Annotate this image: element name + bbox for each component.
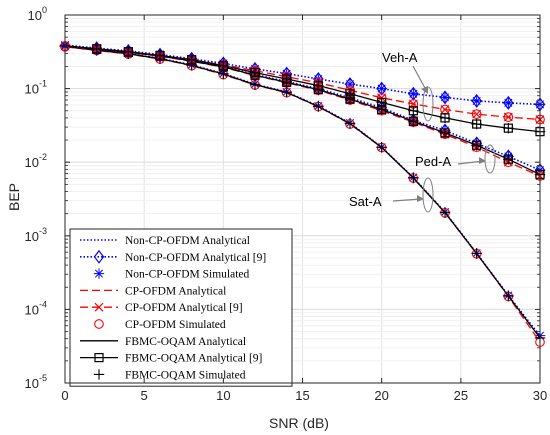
veh-a-fbmc-simulated-marker bbox=[376, 97, 387, 108]
sat-a-fbmc-simulated-marker bbox=[313, 101, 324, 112]
veh-a-arrowhead bbox=[421, 86, 428, 94]
series-layer bbox=[59, 39, 546, 347]
legend-marker-sample bbox=[93, 249, 105, 264]
legend-label: FBMC-OQAM Analytical [9] bbox=[125, 353, 262, 365]
y-tick-label: 10-5 bbox=[25, 373, 47, 391]
veh-a-non_cp-simulated-marker bbox=[376, 83, 387, 94]
sat-a-label: Sat-A bbox=[349, 194, 382, 209]
legend-marker-sample bbox=[93, 369, 105, 380]
legend-label: Non-CP-OFDM Simulated bbox=[125, 269, 250, 281]
veh-a-cp-simulated-marker bbox=[471, 109, 482, 119]
x-tick-label: 10 bbox=[216, 388, 230, 403]
veh-a-fbmc-simulated-marker bbox=[91, 43, 102, 55]
sat-a-fbmc-line bbox=[64, 45, 541, 339]
veh-a-fbmc-simulated-marker bbox=[344, 88, 356, 99]
x-tick-label: 30 bbox=[533, 388, 547, 403]
y-tick-label: 10-2 bbox=[25, 152, 47, 170]
legend-marker-sample bbox=[94, 353, 104, 363]
annotation-layer: Veh-A Ped-A Sat-A bbox=[349, 50, 496, 213]
veh-a-fbmc-simulated-marker bbox=[281, 73, 292, 85]
veh-a-non_cp-simulated-marker bbox=[471, 95, 482, 107]
veh-a-fbmc-simulated-marker bbox=[218, 60, 229, 71]
x-tick-label: 0 bbox=[61, 388, 68, 403]
x-tick-label: 15 bbox=[295, 388, 309, 403]
axis-layer: 0 5 10 15 20 25 30 10-5 10-4 10-3 10-2 10-1 100 bbox=[25, 5, 548, 403]
ped-a-fbmc-simulated-marker bbox=[408, 116, 419, 127]
veh-a-non_cp-analytical-marker bbox=[439, 90, 451, 105]
legend-marker-sample bbox=[94, 319, 104, 329]
y-tick-label: 10-1 bbox=[25, 79, 47, 97]
y-tick-label: 10-3 bbox=[25, 226, 47, 244]
sat-a-group-ellipse bbox=[422, 177, 434, 213]
veh-a-fbmc-simulated-marker bbox=[186, 54, 197, 65]
veh-a-non_cp-line bbox=[64, 44, 541, 106]
veh-a-fbmc-simulated-marker bbox=[503, 122, 514, 134]
legend-label: FBMC-OQAM Analytical bbox=[125, 336, 246, 348]
sat-a-fbmc-simulated-marker bbox=[344, 118, 356, 129]
legend-marker-sample bbox=[94, 302, 104, 312]
veh-a-arrow bbox=[412, 65, 427, 91]
y-axis-label: BEP bbox=[6, 183, 22, 211]
veh-a-non_cp-analytical-marker bbox=[503, 95, 514, 110]
x-tick-label: 25 bbox=[454, 388, 468, 403]
ped-a-fbmc-simulated-marker bbox=[439, 127, 451, 139]
sat-a-fbmc-simulated-marker bbox=[408, 172, 419, 184]
legend-label: FBMC-OQAM Simulated bbox=[125, 369, 246, 381]
veh-a-fbmc-simulated-marker bbox=[408, 105, 419, 116]
x-axis-label: SNR (dB) bbox=[269, 415, 329, 431]
veh-a-fbmc-simulated-marker bbox=[471, 118, 482, 130]
veh-a-cp-simulated-marker bbox=[503, 112, 514, 122]
veh-a-non_cp-simulated-marker bbox=[503, 97, 514, 109]
veh-a-cp-analytical-marker bbox=[440, 105, 450, 114]
legend-label: CP-OFDM Analytical [9] bbox=[125, 302, 243, 314]
ped-a-group-ellipse bbox=[484, 144, 496, 174]
legend: Non-CP-OFDM Analytical Non-CP-OFDM Analyt… bbox=[69, 228, 293, 387]
legend-label: Non-CP-OFDM Analytical [9] bbox=[125, 252, 266, 264]
veh-a-cp-analytical-marker bbox=[503, 112, 513, 122]
veh-a-fbmc-simulated-marker bbox=[439, 112, 451, 124]
veh-a-non_cp-simulated-marker bbox=[281, 68, 292, 79]
veh-a-non_cp-analytical-marker bbox=[376, 81, 387, 96]
veh-a-fbmc-simulated-marker bbox=[313, 80, 324, 91]
ped-a-label: Ped-A bbox=[415, 154, 451, 169]
veh-a-fbmc-simulated-marker bbox=[123, 46, 134, 57]
legend-label: Non-CP-OFDM Analytical bbox=[125, 235, 250, 247]
sat-a-fbmc-simulated-marker bbox=[471, 248, 482, 259]
veh-a-label: Veh-A bbox=[382, 50, 418, 65]
veh-a-non_cp-simulated-marker bbox=[344, 78, 356, 90]
y-tick-label: 100 bbox=[28, 5, 47, 23]
veh-a-fbmc-simulated-marker bbox=[249, 67, 261, 78]
ped-a-arrowhead bbox=[479, 157, 486, 164]
x-tick-label: 5 bbox=[141, 388, 148, 403]
veh-a-non_cp-analytical-marker bbox=[471, 93, 482, 108]
y-tick-label: 10-4 bbox=[25, 299, 47, 317]
legend-marker-sample bbox=[93, 268, 105, 279]
sat-a-fbmc-simulated-marker bbox=[281, 87, 292, 98]
x-tick-label: 20 bbox=[374, 388, 388, 403]
sat-a-fbmc-simulated-marker bbox=[503, 290, 514, 302]
ped-a-fbmc-simulated-marker bbox=[503, 153, 514, 165]
legend-label: CP-OFDM Analytical bbox=[125, 285, 226, 297]
sat-a-fbmc-simulated-marker bbox=[439, 207, 451, 218]
sat-a-arrowhead bbox=[417, 195, 424, 202]
veh-a-fbmc-line bbox=[64, 45, 541, 133]
veh-a-cp-analytical-marker bbox=[472, 109, 482, 119]
veh-a-non_cp-simulated-marker bbox=[408, 88, 419, 99]
ped-a-fbmc-simulated-marker bbox=[471, 140, 482, 151]
veh-a-non_cp-simulated-marker bbox=[439, 92, 451, 103]
legend-label: CP-OFDM Simulated bbox=[125, 319, 226, 331]
sat-a-arrow bbox=[392, 198, 422, 202]
veh-a-fbmc-simulated-marker bbox=[154, 50, 166, 61]
sat-a-fbmc-simulated-marker bbox=[376, 142, 387, 153]
